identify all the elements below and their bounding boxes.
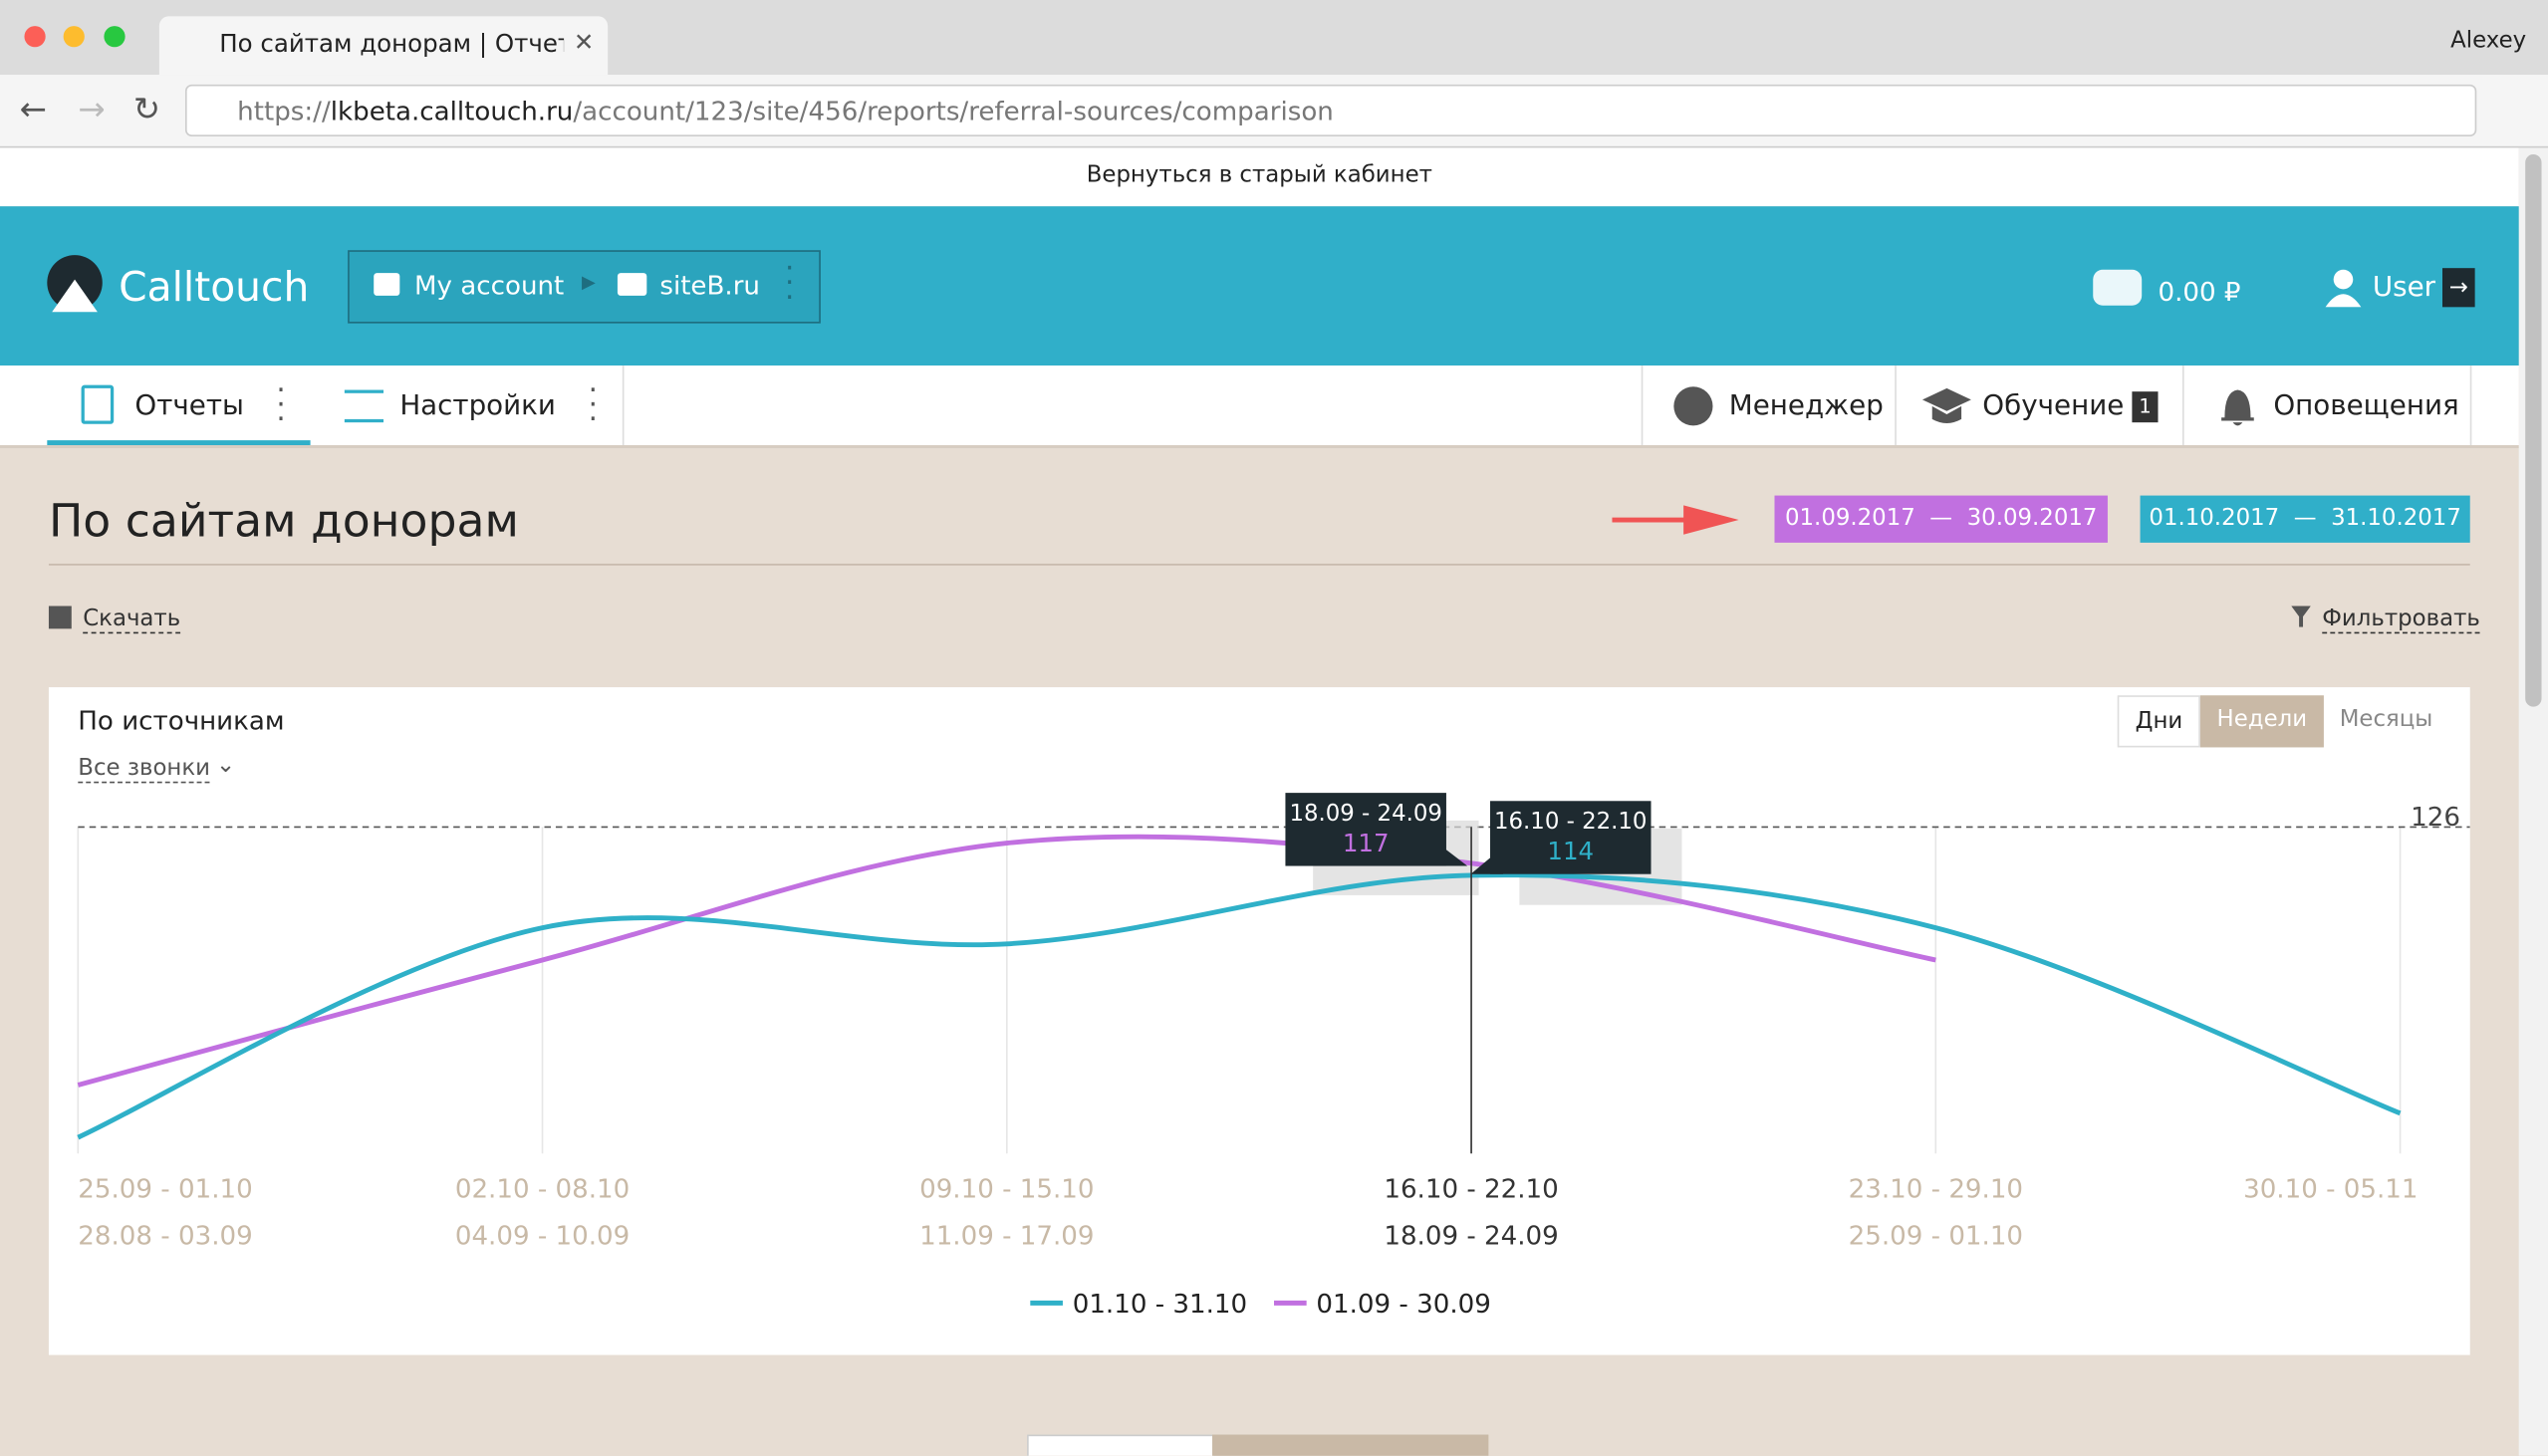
divider: [1895, 365, 1897, 446]
reports-menu[interactable]: · · ·: [276, 373, 286, 437]
legend-label: 01.09 - 30.09: [1316, 1290, 1490, 1320]
settings-icon: [344, 389, 384, 423]
url-path: /account/123/site/456/reports/referral-s…: [573, 96, 1334, 127]
user-icon: [2325, 269, 2362, 308]
profile-name: Alexey: [2450, 27, 2527, 54]
x-tick-label: 02.10 - 08.10: [455, 1174, 630, 1204]
x-tick-label: 25.09 - 01.10: [1849, 1222, 2023, 1252]
tooltip-value: 114: [1547, 837, 1594, 865]
line-chart: 126 25.09 - 01.10 02.10 - 08.10 09.10 - 15.…: [77, 793, 2470, 1320]
nav-notifications[interactable]: Оповещения: [2273, 389, 2459, 423]
zoom-window[interactable]: [104, 26, 126, 48]
x-tick-label: 28.08 - 03.09: [78, 1222, 252, 1252]
filter-icon: [2291, 606, 2311, 627]
tooltip-pointer: [1470, 857, 1504, 874]
divider: [2469, 365, 2472, 446]
period-a[interactable]: 01.09.2017 — 30.09.2017: [1774, 495, 2108, 543]
period-b[interactable]: 01.10.2017 — 31.10.2017: [2140, 495, 2470, 543]
x-tick-label: 16.10 - 22.10: [1384, 1174, 1558, 1204]
coins-icon: [2093, 269, 2143, 306]
bottom-tab[interactable]: [1212, 1434, 1489, 1456]
scale-days[interactable]: Дни: [2117, 695, 2201, 748]
bottom-tab[interactable]: [1027, 1434, 1216, 1456]
calls-dropdown[interactable]: ⌄: [215, 752, 236, 779]
settings-menu[interactable]: · · ·: [588, 373, 598, 437]
x-tick-label: 30.10 - 05.11: [2243, 1174, 2418, 1204]
nav-reports[interactable]: Отчеты: [134, 389, 244, 423]
briefcase-icon: [374, 273, 400, 296]
series-line: [77, 834, 1936, 1088]
calls-filter[interactable]: Все звонки: [78, 755, 211, 784]
tooltip: [1489, 801, 1652, 874]
legend-label: 01.10 - 31.10: [1073, 1290, 1247, 1320]
nav-bar: [0, 365, 2519, 449]
x-tick-label: 04.09 - 10.09: [455, 1222, 630, 1252]
download-icon: [48, 606, 72, 629]
arrow-annotation: [1612, 505, 1739, 535]
url-host: lkbeta.calltouch.ru: [330, 96, 574, 127]
account-switcher[interactable]: [348, 250, 821, 324]
balance: 0.00 ₽: [2158, 276, 2241, 308]
account-name: My account: [414, 269, 565, 301]
chart-card: [48, 687, 2470, 1355]
x-tick-label: 23.10 - 29.10: [1849, 1174, 2023, 1204]
tooltip-label: 18.09 - 24.09: [1289, 801, 1441, 827]
close-window[interactable]: [24, 26, 46, 48]
learning-icon: [1921, 387, 1971, 423]
download-link[interactable]: Скачать: [83, 606, 181, 634]
nav-learning[interactable]: Обучение: [1982, 389, 2125, 423]
active-tab-indicator: [47, 440, 311, 446]
scrollbar[interactable]: [2518, 147, 2548, 1456]
nav-manager[interactable]: Менеджер: [1728, 389, 1884, 423]
series-line: [77, 872, 2402, 1140]
y-tick-label: 126: [2411, 803, 2460, 833]
filter-link[interactable]: Фильтровать: [2322, 606, 2480, 634]
page-title: По сайтам донорам: [48, 493, 519, 548]
site-name: siteB.ru: [659, 269, 760, 301]
browser-tab[interactable]: [158, 16, 609, 76]
scale-weeks[interactable]: Недели: [2200, 695, 2324, 748]
card-title: По источникам: [78, 705, 285, 737]
brand: Calltouch: [119, 263, 310, 311]
forward-button[interactable]: →: [78, 89, 106, 128]
tab-title: По сайтам донорам | Отчеты: [219, 29, 565, 59]
x-tick-label: 25.09 - 01.10: [78, 1174, 252, 1204]
breadcrumb-arrow: ▶: [582, 271, 596, 293]
x-tick-label: 18.09 - 24.09: [1384, 1222, 1558, 1252]
logo-icon: [47, 255, 103, 313]
scale-toggle: Дни Недели Месяцы: [2117, 695, 2449, 748]
tab-close[interactable]: ✕: [573, 27, 595, 58]
divider: [1641, 365, 1644, 446]
tooltip-label: 16.10 - 22.10: [1494, 809, 1647, 835]
old-cabinet-link[interactable]: Вернуться в старый кабинет: [1086, 162, 1432, 189]
address-bar[interactable]: [184, 84, 2477, 137]
nav-settings[interactable]: Настройки: [399, 389, 556, 423]
x-tick-label: 11.09 - 17.09: [919, 1222, 1094, 1252]
scale-months[interactable]: Месяцы: [2339, 706, 2433, 733]
x-tick-label: 09.10 - 15.10: [919, 1174, 1094, 1204]
tooltip: [1285, 793, 1446, 866]
tooltip-value: 117: [1343, 829, 1390, 857]
tooltip-pointer: [1431, 849, 1468, 866]
manager-icon: [1673, 386, 1713, 426]
bell-icon: [2221, 389, 2254, 426]
learning-badge: 1: [2132, 391, 2159, 423]
reload-button[interactable]: ↻: [132, 89, 161, 128]
title-rule: [48, 564, 2470, 566]
divider: [622, 365, 625, 446]
url: https://lkbeta.calltouch.ru/account/123/…: [237, 96, 1334, 126]
account-menu[interactable]: · · ·: [784, 251, 795, 316]
logout-button[interactable]: →: [2441, 268, 2475, 308]
minimize-window[interactable]: [63, 26, 85, 48]
reports-icon: [81, 384, 115, 424]
banner-bg: [0, 147, 2519, 207]
divider: [2181, 365, 2184, 446]
back-button[interactable]: ←: [19, 89, 47, 128]
user-name[interactable]: User: [2372, 271, 2436, 305]
site-icon: [617, 273, 647, 296]
url-scheme: https://: [237, 96, 331, 127]
